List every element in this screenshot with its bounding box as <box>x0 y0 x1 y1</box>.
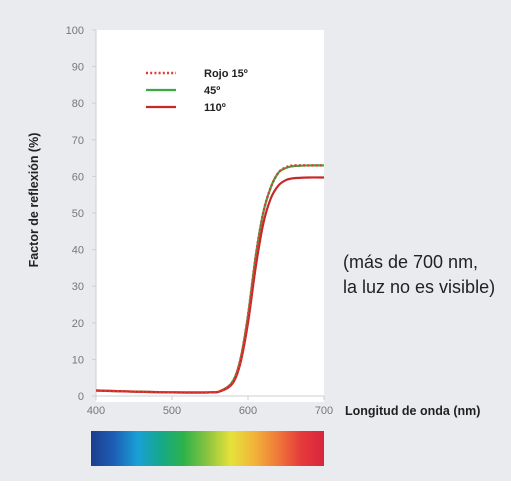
y-tick-label: 0 <box>78 391 84 403</box>
y-tick-label: 90 <box>72 62 84 74</box>
y-tick-labels: 0 10 20 30 40 50 60 70 80 90 100 <box>66 25 96 403</box>
x-tick-label: 700 <box>315 405 333 417</box>
y-tick-label: 50 <box>72 208 84 220</box>
y-tick-label: 30 <box>72 281 84 293</box>
y-tick-label: 60 <box>72 171 84 183</box>
data-series <box>95 164 325 394</box>
legend: Rojo 15º 45º 110º <box>146 68 248 114</box>
plot-area <box>96 30 324 402</box>
legend-label: 110º <box>204 102 226 114</box>
y-tick-label: 10 <box>72 354 84 366</box>
x-tick-label: 500 <box>163 405 181 417</box>
y-tick-label: 20 <box>72 318 84 330</box>
y-tick-label: 40 <box>72 245 84 257</box>
series-line <box>95 164 324 394</box>
legend-label: Rojo 15º <box>204 68 248 80</box>
annotation-line-1: (más de 700 nm, <box>343 252 478 272</box>
y-tick-label: 80 <box>72 98 84 110</box>
annotation-line-2: la luz no es visible) <box>343 277 495 297</box>
y-tick-label: 70 <box>72 135 84 147</box>
visible-spectrum-bar <box>91 431 324 466</box>
legend-label: 45º <box>204 85 220 97</box>
x-axis-title: Longitud de onda (nm) <box>345 404 480 418</box>
y-axis-title: Factor de reflexión (%) <box>27 133 41 268</box>
y-tick-label: 100 <box>66 25 84 37</box>
x-tick-label: 600 <box>239 405 257 417</box>
x-tick-label: 400 <box>87 405 105 417</box>
x-tick-labels: 400 500 600 700 <box>87 396 333 417</box>
